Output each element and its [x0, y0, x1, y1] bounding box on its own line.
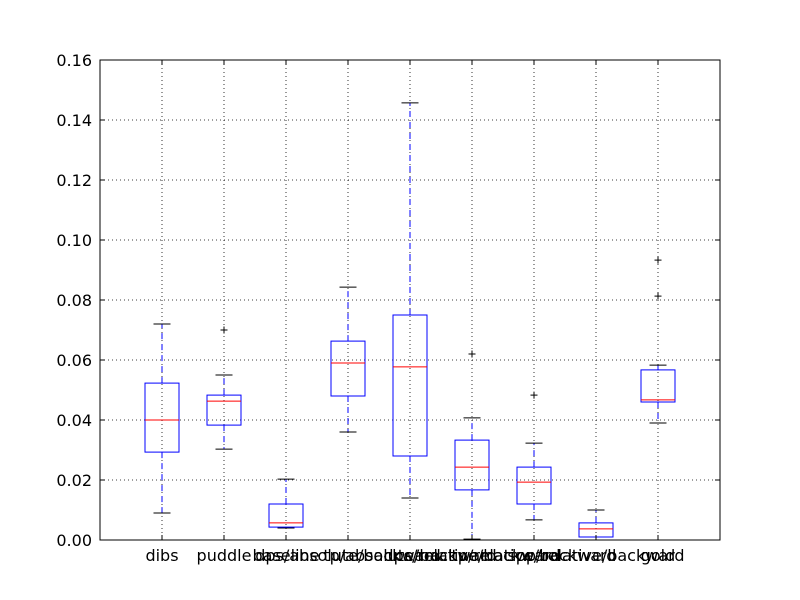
iqr-box	[206, 394, 242, 426]
box-dps-relative-backward	[454, 350, 490, 540]
box-tp-absolute-backward	[392, 102, 428, 499]
x-tick-label: tp/absolute/backward	[323, 546, 496, 565]
box-puddle	[206, 326, 242, 450]
flier-point	[468, 350, 476, 358]
box-dibs	[144, 323, 180, 514]
iqr-box	[516, 466, 552, 505]
iqr-box	[392, 314, 428, 457]
y-tick-label: 0.16	[56, 51, 92, 70]
x-tick-label: tp/relative/backward	[452, 546, 617, 565]
x-tick-label: puddle	[197, 546, 252, 565]
flier-point	[654, 292, 662, 300]
flier-point	[220, 326, 228, 334]
y-tick-label: 0.02	[56, 471, 92, 490]
iqr-box	[454, 439, 490, 491]
box-gold	[640, 256, 676, 424]
grid-layer	[100, 60, 720, 540]
iqr-box	[578, 522, 614, 538]
y-tick-label: 0.08	[56, 291, 92, 310]
iqr-box	[330, 340, 366, 397]
y-tick-label: 0.04	[56, 411, 92, 430]
box-dps-absolute-backward	[330, 286, 366, 433]
x-tick-label: dibs	[145, 546, 178, 565]
iqr-box	[144, 382, 180, 453]
y-tick-label: 0.12	[56, 171, 92, 190]
box-layer	[144, 102, 676, 540]
y-tick-label: 0.10	[56, 231, 92, 250]
iqr-box	[640, 369, 676, 403]
x-tick-label: baseline	[252, 546, 319, 565]
x-axis-ticks: dibs puddle baselinedps/absolute/backwardt…	[145, 60, 685, 565]
x-tick-label: dps/relative/backward	[383, 546, 560, 565]
y-tick-label: 0.14	[56, 111, 92, 130]
x-tick-label: dps/absolute/backward	[255, 546, 441, 565]
flier-point	[530, 391, 538, 399]
y-axis-ticks: 0.00 0.02 0.04 0.06 0.08 0.10 0.12 0.14 0.16	[56, 51, 720, 550]
box-baseline	[268, 478, 304, 529]
y-tick-label: 0.06	[56, 351, 92, 370]
x-tick-label: spp/relative/backward	[507, 546, 684, 565]
flier-point	[654, 256, 662, 264]
y-tick-label: 0.00	[56, 531, 92, 550]
iqr-box	[268, 503, 304, 528]
box-tp-relative-backward	[516, 391, 552, 521]
x-tick-label: gold	[641, 546, 676, 565]
